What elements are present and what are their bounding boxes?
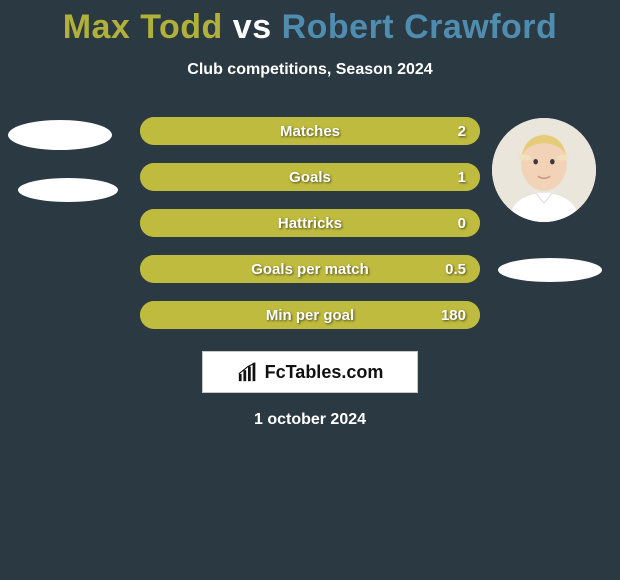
- bar-chart-icon: [237, 361, 259, 383]
- right-player-avatar: [492, 118, 596, 222]
- stat-row: Goals 1: [140, 163, 480, 191]
- stat-label: Goals: [289, 169, 331, 186]
- avatar-circle: [492, 118, 596, 222]
- left-player-name-placeholder: [18, 178, 118, 202]
- right-player-name-placeholder: [498, 258, 602, 282]
- stat-row: Min per goal 180: [140, 301, 480, 329]
- fctables-logo[interactable]: FcTables.com: [202, 351, 418, 393]
- stat-value-right: 2: [458, 123, 466, 140]
- stat-row: Hattricks 0: [140, 209, 480, 237]
- title-vs: vs: [233, 8, 272, 46]
- stat-label: Matches: [280, 123, 340, 140]
- title-player2: Robert Crawford: [282, 8, 558, 46]
- title-player1: Max Todd: [63, 8, 223, 46]
- stat-row: Goals per match 0.5: [140, 255, 480, 283]
- avatar-icon: [492, 118, 596, 222]
- stat-value-right: 1: [458, 169, 466, 186]
- page-title: Max Todd vs Robert Crawford: [0, 0, 620, 47]
- left-player-avatar-placeholder: [8, 120, 112, 150]
- stat-value-right: 0.5: [445, 261, 466, 278]
- stat-value-right: 0: [458, 215, 466, 232]
- stat-label: Hattricks: [278, 215, 342, 232]
- stat-value-right: 180: [441, 307, 466, 324]
- date-label: 1 october 2024: [0, 411, 620, 429]
- stat-label: Goals per match: [251, 261, 369, 278]
- subtitle: Club competitions, Season 2024: [0, 61, 620, 79]
- logo-text: FcTables.com: [265, 362, 384, 383]
- stat-row: Matches 2: [140, 117, 480, 145]
- stat-label: Min per goal: [266, 307, 354, 324]
